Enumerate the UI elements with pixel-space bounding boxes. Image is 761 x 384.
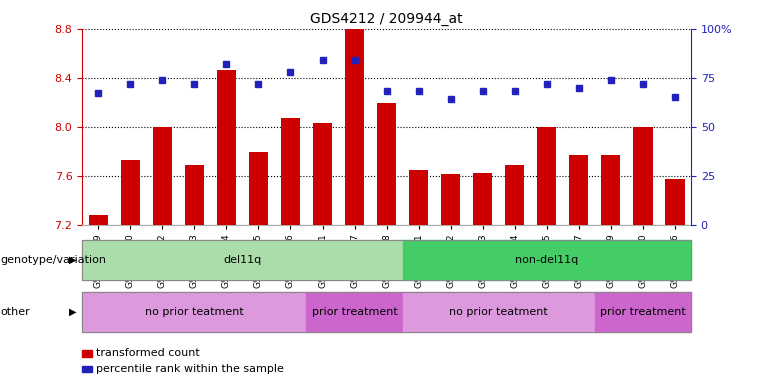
Bar	[537, 127, 556, 225]
Bar	[88, 215, 108, 225]
Bar	[281, 118, 300, 225]
Text: ▶: ▶	[69, 307, 77, 317]
Bar	[217, 70, 236, 225]
Text: non-del11q: non-del11q	[515, 255, 578, 265]
Bar	[601, 155, 620, 225]
Text: del11q: del11q	[223, 255, 262, 265]
Bar	[665, 179, 685, 225]
Bar	[473, 173, 492, 225]
Text: other: other	[1, 307, 30, 317]
Bar	[345, 29, 365, 225]
Text: no prior teatment: no prior teatment	[449, 307, 548, 317]
Text: no prior teatment: no prior teatment	[145, 307, 244, 317]
Bar	[249, 152, 268, 225]
Bar	[505, 165, 524, 225]
Text: prior treatment: prior treatment	[312, 307, 397, 317]
Text: prior treatment: prior treatment	[600, 307, 686, 317]
Bar	[441, 174, 460, 225]
Bar	[633, 127, 652, 225]
Text: transformed count: transformed count	[96, 348, 199, 358]
Text: percentile rank within the sample: percentile rank within the sample	[96, 364, 284, 374]
Text: ▶: ▶	[69, 255, 77, 265]
Bar	[569, 155, 588, 225]
Bar	[153, 127, 172, 225]
Bar	[121, 160, 140, 225]
Bar	[185, 165, 204, 225]
Title: GDS4212 / 209944_at: GDS4212 / 209944_at	[310, 12, 463, 26]
Bar	[377, 103, 396, 225]
Text: genotype/variation: genotype/variation	[1, 255, 107, 265]
Bar	[313, 123, 332, 225]
Bar	[409, 170, 428, 225]
